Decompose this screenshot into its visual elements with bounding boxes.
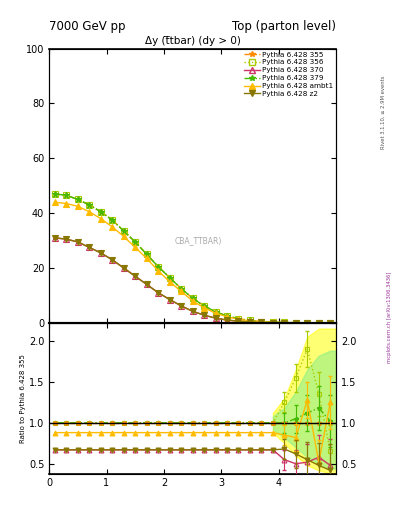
Legend: Pythia 6.428 355, Pythia 6.428 356, Pythia 6.428 370, Pythia 6.428 379, Pythia 6: Pythia 6.428 355, Pythia 6.428 356, Pyth… [243,51,334,98]
Title: Δy (t̅tbar) (dy > 0): Δy (t̅tbar) (dy > 0) [145,36,241,47]
Text: Rivet 3.1.10, ≥ 2.9M events: Rivet 3.1.10, ≥ 2.9M events [381,76,386,150]
Text: mcplots.cern.ch [arXiv:1306.3436]: mcplots.cern.ch [arXiv:1306.3436] [387,272,391,363]
Y-axis label: Ratio to Pythia 6.428 355: Ratio to Pythia 6.428 355 [20,354,26,443]
Text: 7000 GeV pp: 7000 GeV pp [49,20,126,33]
Text: Top (parton level): Top (parton level) [232,20,336,33]
Text: CBA_TTBAR): CBA_TTBAR) [174,236,222,245]
